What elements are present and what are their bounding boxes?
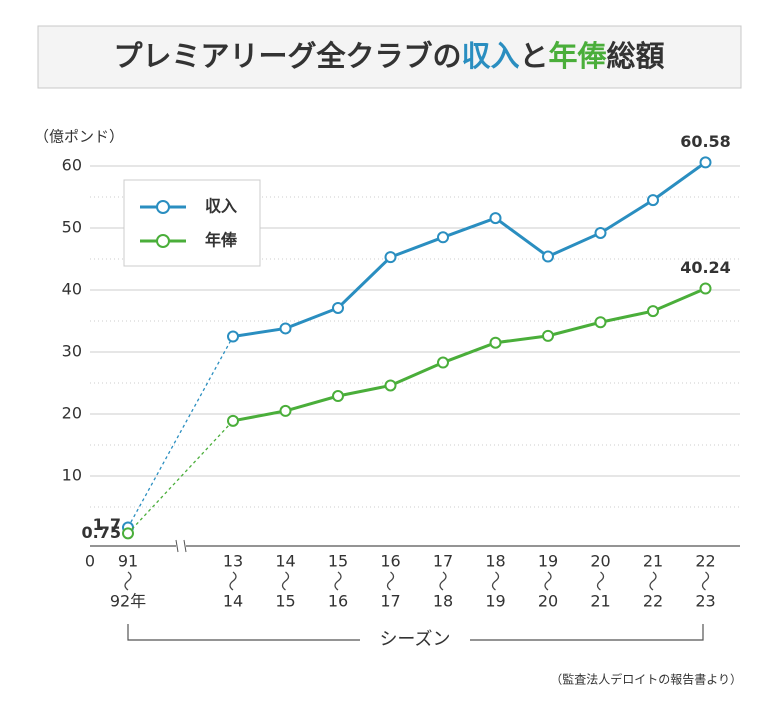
y-tick-label: 20	[62, 404, 82, 423]
x-tick-label: 22	[695, 552, 715, 571]
point	[542, 250, 554, 263]
point	[122, 527, 134, 540]
range-tilde	[701, 571, 710, 591]
point	[647, 305, 659, 318]
series-line	[232, 161, 707, 338]
range-tilde	[491, 571, 500, 591]
axis-break-gap	[176, 541, 186, 551]
value-label: 40.24	[680, 258, 731, 277]
y-tick-label: 0	[85, 552, 95, 571]
point	[332, 390, 344, 403]
point	[279, 322, 292, 335]
title-part: と	[519, 39, 548, 73]
point	[489, 212, 502, 225]
series-line	[232, 287, 707, 423]
y-tick-label: 30	[62, 342, 82, 361]
chart-title: プレミアリーグ全クラブの収入と年俸総額	[113, 39, 664, 73]
x-tick-label: 14	[275, 552, 295, 571]
x-tick-label: 92年	[110, 592, 146, 611]
y-tick-label: 40	[62, 280, 82, 299]
title-part: 収入	[461, 39, 519, 73]
x-tick-label: 16	[380, 552, 400, 571]
range-tilde	[124, 571, 132, 591]
point	[489, 336, 502, 349]
point	[227, 414, 239, 427]
point	[542, 329, 554, 342]
title-part: プレミアリーグ全クラブの	[113, 39, 461, 73]
y-tick-label: 50	[62, 218, 82, 237]
point	[332, 301, 344, 314]
x-tick-label: 91	[118, 552, 138, 571]
x-tick-label: 21	[590, 592, 610, 611]
range-tilde	[544, 571, 552, 591]
range-tilde	[229, 571, 237, 591]
x-tick-label: 13	[223, 552, 243, 571]
x-tick-label: 20	[590, 552, 610, 571]
x-tick-label: 23	[695, 592, 715, 611]
range-tilde	[439, 571, 447, 591]
range-tilde	[386, 571, 395, 591]
x-tick-label: 17	[380, 592, 400, 611]
axis-break	[175, 539, 187, 553]
x-tick-label: 16	[328, 592, 348, 611]
point	[699, 282, 712, 295]
x-tick-label: 15	[275, 592, 295, 611]
x-tick-label: 14	[223, 592, 243, 611]
value-label: 0.75	[82, 523, 121, 542]
title-part: 総額	[607, 39, 665, 73]
point	[594, 226, 607, 239]
season-bracket	[127, 624, 704, 641]
point	[279, 404, 292, 417]
y-tick-label: 60	[62, 156, 82, 175]
range-tilde	[334, 571, 342, 591]
y-axis-label: （億ポンド）	[34, 128, 124, 146]
point	[227, 330, 239, 343]
point	[384, 379, 397, 392]
x-tick-label: 21	[643, 552, 663, 571]
range-tilde	[596, 571, 605, 591]
source: （監査法人デロイトの報告書より）	[550, 672, 742, 687]
point	[594, 316, 607, 329]
x-tick-label: 18	[433, 592, 453, 611]
value-label: 60.58	[680, 132, 731, 151]
point	[384, 251, 397, 264]
legend-label: 年俸	[205, 231, 238, 250]
point	[699, 156, 712, 169]
range-tilde	[649, 571, 657, 591]
x-tick-label: 19	[538, 552, 558, 571]
legend-marker	[156, 200, 170, 214]
x-tick-label: 15	[328, 552, 348, 571]
series-line-dashed	[127, 336, 234, 528]
x-tick-label: 17	[433, 552, 453, 571]
point	[437, 356, 449, 369]
x-tick-label: 22	[643, 592, 663, 611]
series-line-dashed	[127, 420, 234, 534]
legend-box	[123, 179, 261, 267]
x-tick-label: 19	[485, 592, 505, 611]
title-part: 年俸	[549, 39, 608, 73]
range-tilde	[281, 571, 290, 591]
title-box	[37, 25, 742, 89]
point	[437, 231, 449, 244]
legend-label: 収入	[205, 197, 237, 216]
x-axis-label: シーズン	[379, 629, 450, 650]
value-label: 1.7	[93, 515, 121, 534]
point	[647, 194, 659, 207]
x-tick-label: 20	[538, 592, 558, 611]
x-tick-label: 18	[485, 552, 505, 571]
legend-marker	[156, 234, 170, 248]
y-tick-label: 10	[62, 466, 82, 485]
